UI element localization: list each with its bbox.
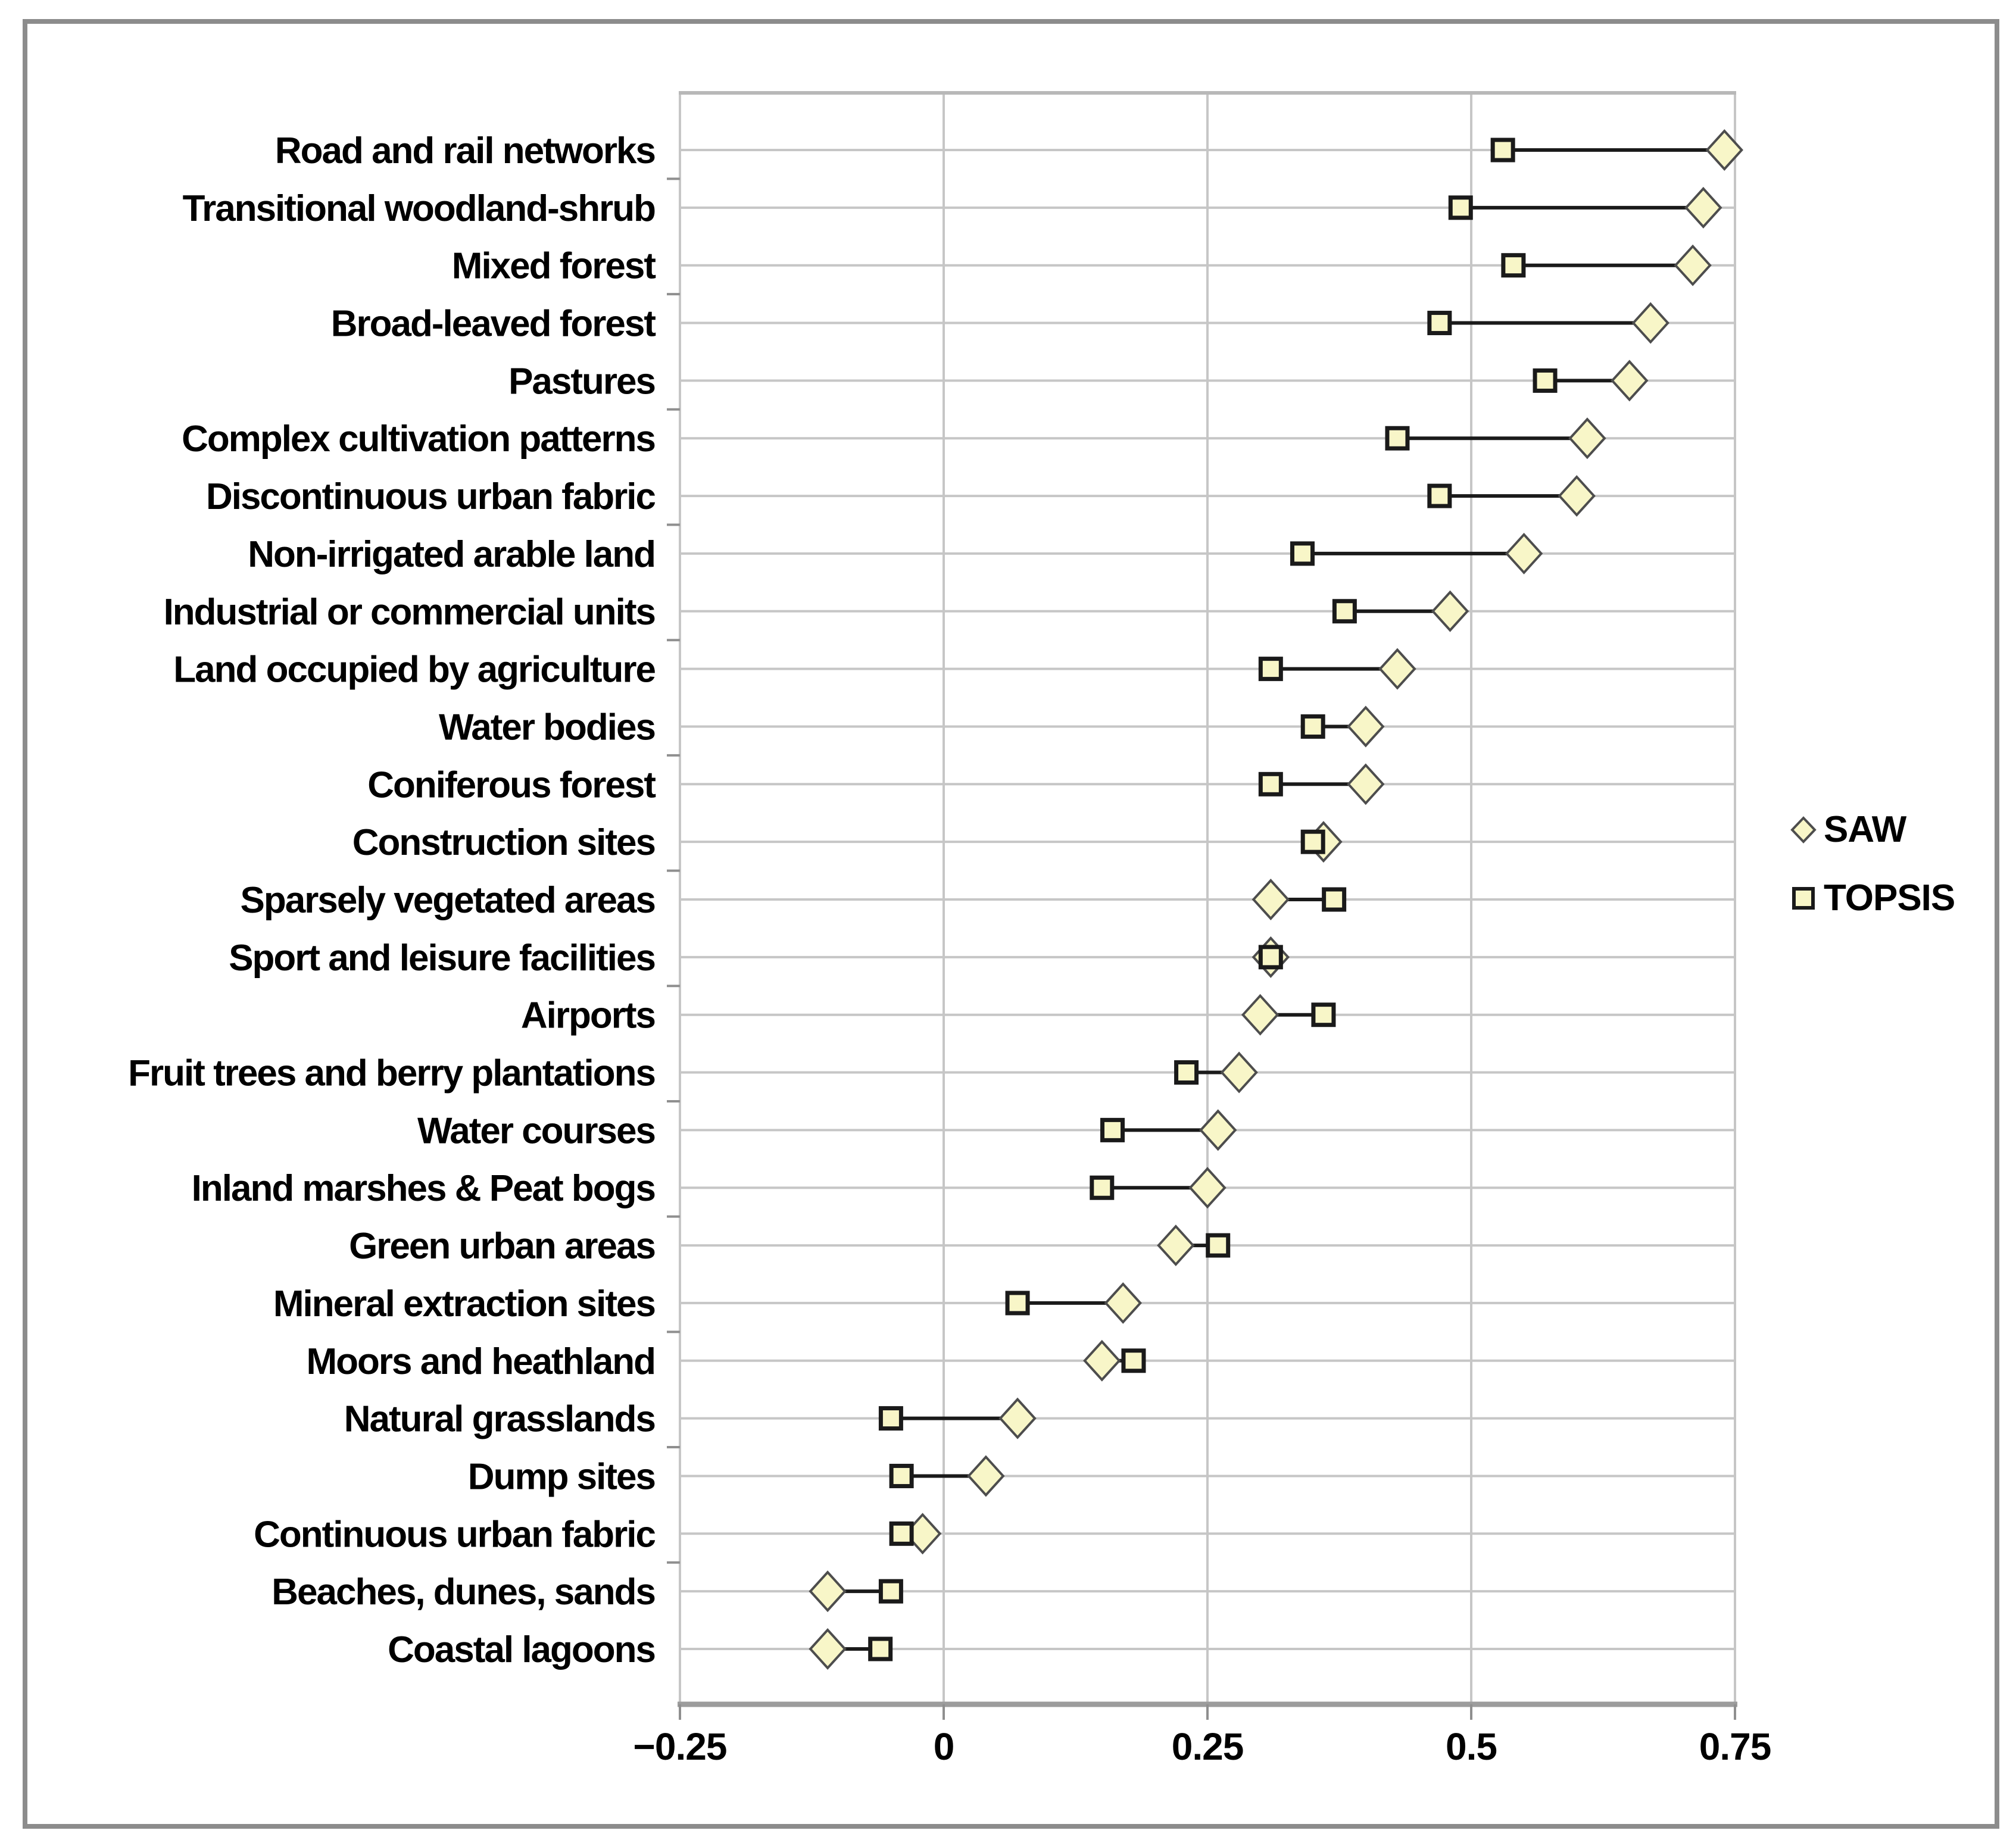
x-tick-label: −0.25 bbox=[633, 1725, 727, 1768]
category-label: Coniferous forest bbox=[367, 764, 656, 805]
saw-diamond-marker bbox=[1705, 129, 1743, 171]
x-tick-label: 0 bbox=[934, 1725, 954, 1768]
saw-diamond-marker bbox=[1157, 1225, 1195, 1267]
category-label: Transitional woodland-shrub bbox=[183, 188, 655, 229]
category-label: Non-irrigated arable land bbox=[248, 534, 655, 575]
topsis-square-marker bbox=[1258, 657, 1283, 682]
topsis-square-marker bbox=[1005, 1291, 1030, 1316]
saw-diamond-marker bbox=[1674, 244, 1712, 286]
category-label: Mixed forest bbox=[452, 246, 656, 287]
chart-legend: SAW TOPSIS bbox=[1789, 808, 1955, 919]
saw-diamond-marker bbox=[1083, 1339, 1121, 1382]
saw-diamond-marker bbox=[1631, 302, 1669, 344]
saw-diamond-marker bbox=[1611, 360, 1649, 402]
category-label: Pastures bbox=[508, 361, 655, 402]
legend-label-saw: SAW bbox=[1824, 809, 1906, 850]
chart-frame bbox=[23, 19, 1999, 1829]
category-label: Broad-leaved forest bbox=[331, 304, 656, 345]
category-label: Natural grasslands bbox=[344, 1399, 655, 1440]
legend-label-topsis: TOPSIS bbox=[1824, 877, 1955, 919]
x-tick-label: 0.75 bbox=[1699, 1725, 1771, 1768]
saw-diamond-marker bbox=[1199, 1109, 1237, 1151]
x-tick-label: 0.5 bbox=[1446, 1725, 1497, 1768]
category-label: Complex cultivation patterns bbox=[182, 418, 655, 460]
saw-diamond-marker bbox=[1347, 705, 1385, 748]
x-tick-label: 0.25 bbox=[1172, 1725, 1244, 1768]
topsis-square-marker bbox=[1332, 599, 1357, 624]
saw-diamond-marker bbox=[1220, 1051, 1258, 1094]
category-label: Sport and leisure facilities bbox=[229, 938, 655, 979]
saw-diamond-marker bbox=[967, 1455, 1005, 1497]
topsis-square-marker bbox=[1090, 1175, 1115, 1200]
saw-diamond-marker bbox=[1252, 879, 1290, 920]
category-label: Water courses bbox=[417, 1110, 655, 1151]
saw-diamond-marker bbox=[1431, 590, 1469, 632]
legend-item-saw: SAW bbox=[1789, 808, 1955, 851]
category-label: Green urban areas bbox=[349, 1226, 655, 1267]
topsis-square-icon bbox=[1792, 886, 1815, 910]
topsis-square-marker bbox=[1533, 368, 1558, 393]
topsis-square-marker bbox=[1501, 253, 1526, 278]
saw-diamond-marker bbox=[1104, 1282, 1142, 1324]
category-label: Beaches, dunes, sands bbox=[271, 1572, 655, 1613]
saw-diamond-marker bbox=[1378, 648, 1416, 690]
topsis-square-marker bbox=[1300, 714, 1325, 739]
category-label: Land occupied by agriculture bbox=[173, 649, 655, 691]
topsis-square-marker bbox=[868, 1636, 893, 1661]
saw-diamond-marker bbox=[1684, 186, 1722, 229]
topsis-square-marker bbox=[1174, 1060, 1199, 1085]
category-label: Mineral extraction sites bbox=[273, 1283, 655, 1325]
saw-diamond-marker bbox=[998, 1397, 1037, 1439]
category-label: Dump sites bbox=[468, 1456, 655, 1497]
topsis-square-marker bbox=[1385, 426, 1410, 451]
category-label: Water bodies bbox=[439, 707, 655, 748]
saw-diamond-marker bbox=[809, 1628, 847, 1670]
topsis-square-marker bbox=[878, 1406, 903, 1431]
topsis-square-marker bbox=[1121, 1348, 1146, 1373]
category-label: Moors and heathland bbox=[307, 1341, 655, 1382]
topsis-square-marker bbox=[1311, 1002, 1336, 1027]
legend-item-topsis: TOPSIS bbox=[1789, 877, 1955, 919]
category-label: Inland marshes & Peat bogs bbox=[192, 1168, 655, 1209]
saw-diamond-marker bbox=[1558, 475, 1596, 517]
category-label: Construction sites bbox=[352, 822, 655, 863]
topsis-square-marker bbox=[889, 1463, 914, 1488]
category-label: Fruit trees and berry plantations bbox=[128, 1053, 655, 1094]
saw-diamond-marker bbox=[1505, 532, 1543, 574]
category-label: Airports bbox=[521, 995, 655, 1036]
saw-diamond-marker bbox=[1347, 763, 1385, 805]
saw-diamond-marker bbox=[809, 1570, 847, 1613]
topsis-square-marker bbox=[1290, 541, 1315, 566]
topsis-square-marker bbox=[1100, 1117, 1125, 1142]
category-label: Coastal lagoons bbox=[388, 1629, 655, 1670]
category-label: Sparsely vegetated areas bbox=[241, 880, 655, 921]
category-label: Discontinuous urban fabric bbox=[206, 476, 656, 517]
topsis-square-marker bbox=[1206, 1233, 1231, 1258]
topsis-square-marker bbox=[889, 1521, 914, 1546]
category-label: Industrial or commercial units bbox=[164, 592, 655, 633]
saw-diamond-marker bbox=[1568, 417, 1606, 460]
topsis-square-marker bbox=[1322, 887, 1347, 912]
topsis-square-marker bbox=[878, 1579, 903, 1604]
topsis-square-marker bbox=[1300, 829, 1325, 854]
saw-diamond-marker bbox=[1241, 994, 1279, 1036]
topsis-square-marker bbox=[1490, 138, 1515, 163]
topsis-square-marker bbox=[1258, 771, 1283, 797]
topsis-square-marker bbox=[1427, 311, 1452, 336]
topsis-square-marker bbox=[1427, 483, 1452, 508]
topsis-square-marker bbox=[1448, 195, 1473, 220]
saw-diamond-marker bbox=[1188, 1167, 1227, 1209]
category-label: Road and rail networks bbox=[275, 130, 655, 171]
saw-diamond-icon bbox=[1790, 816, 1817, 844]
topsis-square-marker bbox=[1258, 945, 1283, 970]
category-label: Continuous urban fabric bbox=[254, 1514, 655, 1555]
